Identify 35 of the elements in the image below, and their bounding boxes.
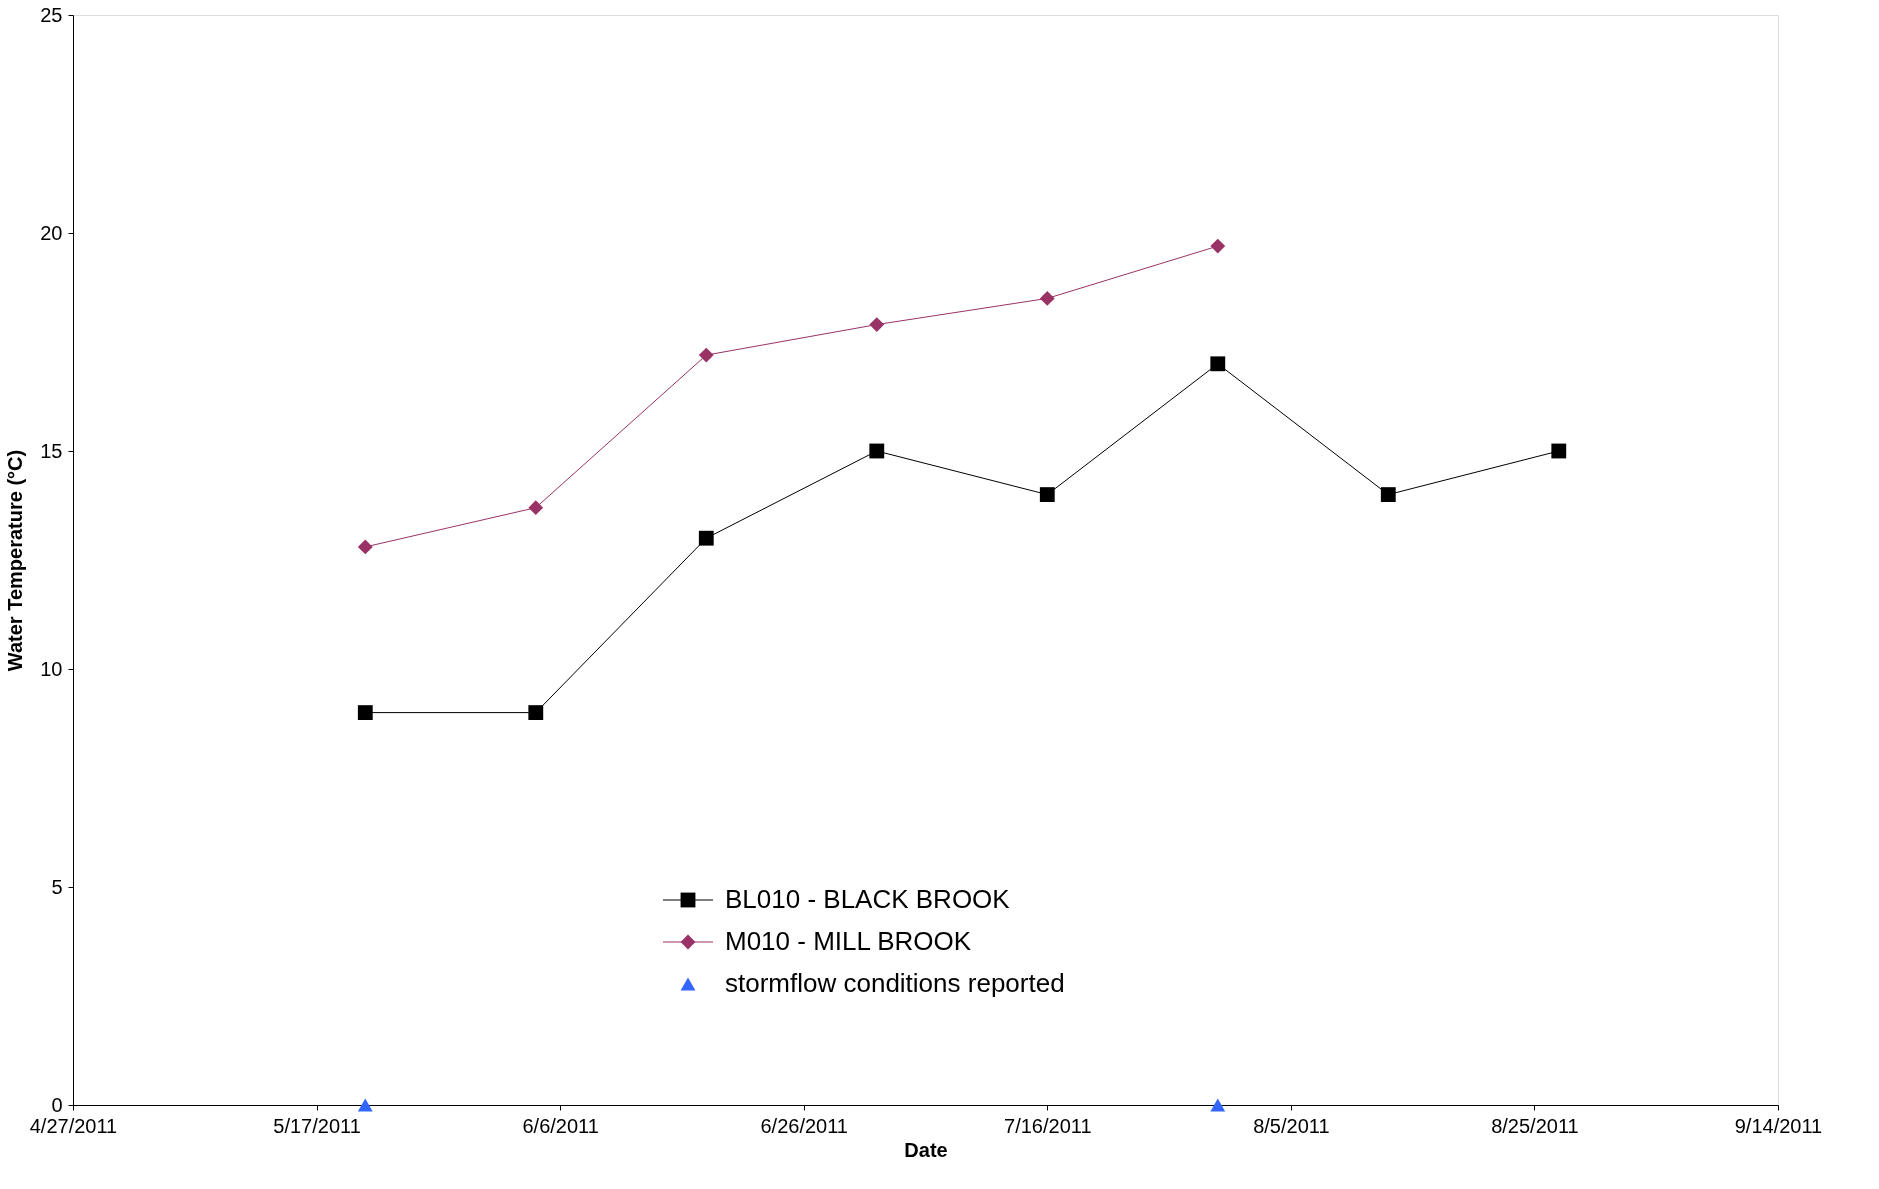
x-tick-label: 8/25/2011: [1491, 1114, 1579, 1137]
y-tick-label: 15: [40, 439, 63, 462]
legend-label: BL010 - BLACK BROOK: [725, 884, 1011, 914]
y-tick-label: 10: [40, 657, 63, 680]
point: [1210, 1098, 1226, 1112]
point: [869, 443, 885, 459]
point: [1210, 356, 1226, 372]
point: [698, 530, 714, 546]
point: [1039, 487, 1055, 503]
legend-label: M010 - MILL BROOK: [725, 926, 972, 956]
point: [528, 705, 544, 721]
point: [357, 1098, 373, 1112]
x-tick-label: 6/6/2011: [522, 1114, 599, 1137]
x-tick-label: 9/14/2011: [1734, 1114, 1823, 1137]
y-tick-label: 5: [51, 875, 63, 898]
legend-label: stormflow conditions reported: [725, 968, 1065, 998]
x-tick-label: 8/5/2011: [1253, 1114, 1330, 1137]
point: [869, 317, 885, 332]
y-axis-title: Water Temperature (°C): [4, 449, 27, 672]
point: [1380, 487, 1396, 503]
y-tick-label: 20: [40, 221, 63, 244]
y-tick-label: 25: [40, 3, 63, 26]
x-tick-label: 5/17/2011: [273, 1114, 361, 1137]
point: [357, 539, 373, 555]
x-tick-label: 6/26/2011: [760, 1114, 848, 1137]
point: [698, 347, 714, 363]
point: [357, 705, 373, 721]
point: [1039, 290, 1055, 306]
x-tick-label: 7/16/2011: [1004, 1114, 1092, 1137]
point: [1210, 238, 1226, 254]
point: [528, 500, 544, 516]
y-tick-label: 0: [51, 1093, 63, 1116]
point: [1551, 443, 1567, 459]
x-tick-label: 4/27/2011: [29, 1114, 118, 1137]
x-axis-title: Date: [904, 1138, 948, 1161]
